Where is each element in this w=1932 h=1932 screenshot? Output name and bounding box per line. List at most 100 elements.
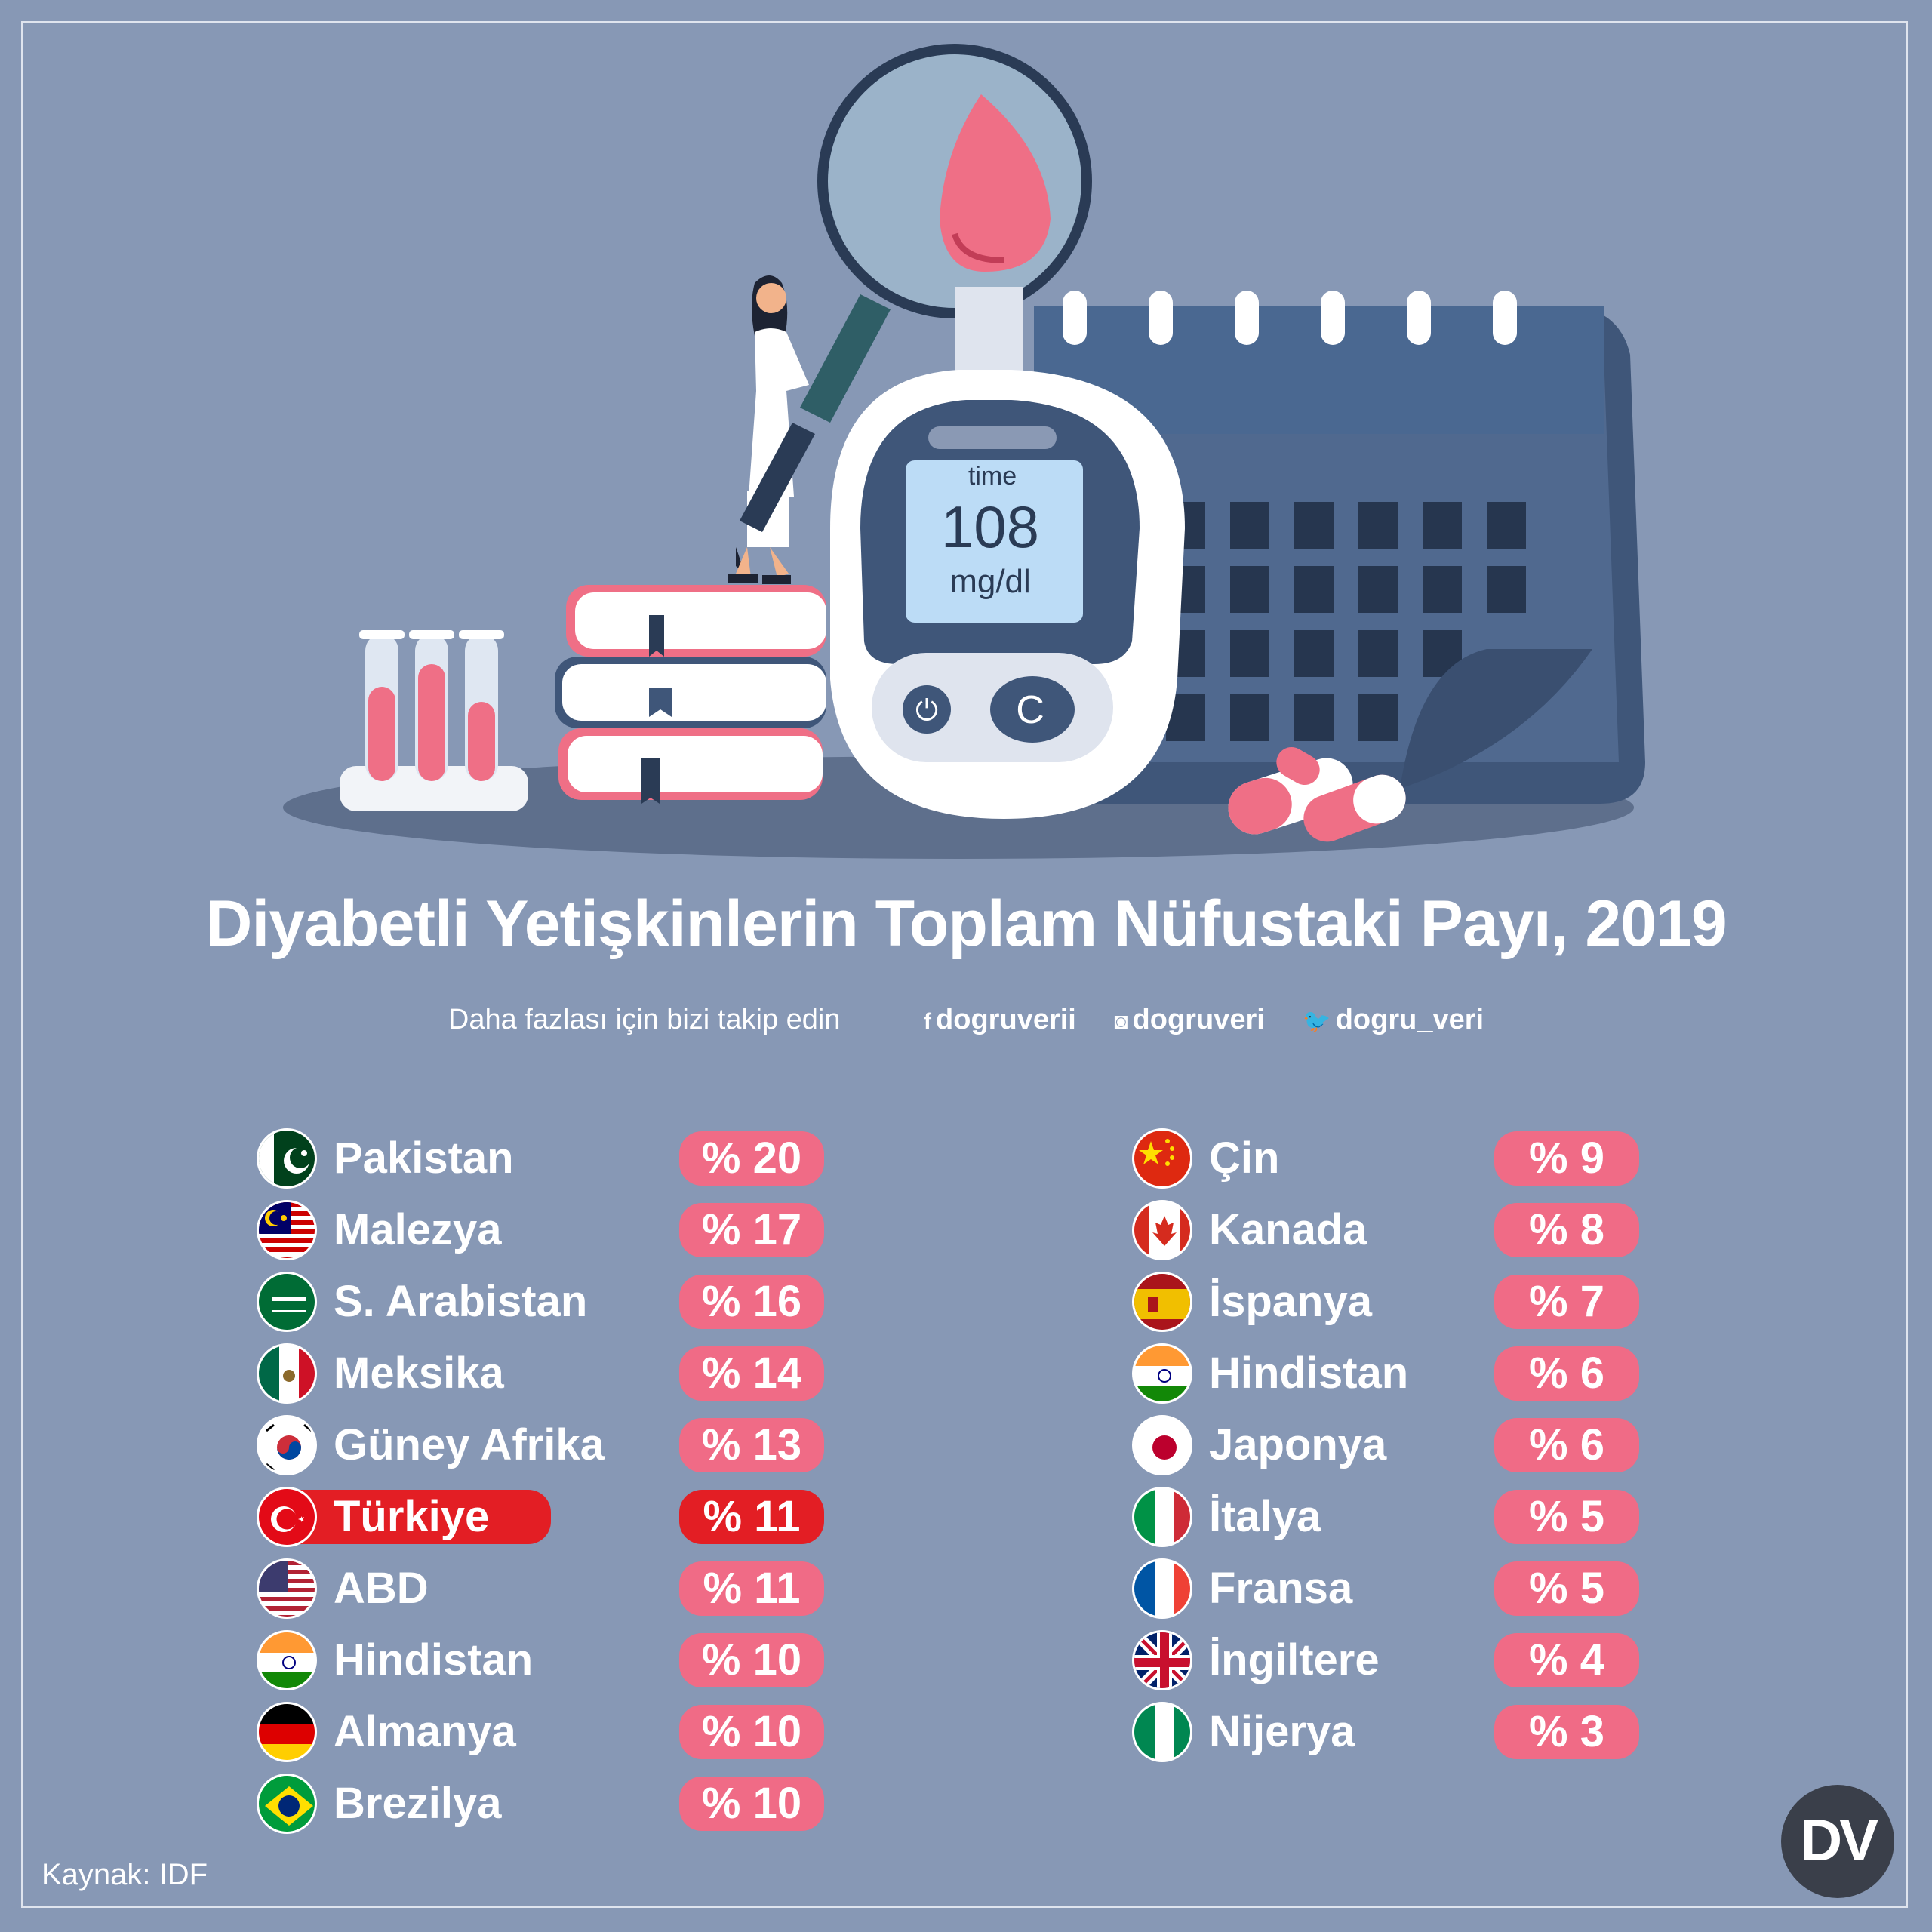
country-row: İspanya % 7: [1132, 1270, 1645, 1334]
percentage-badge: % 17: [679, 1203, 824, 1257]
percentage-badge: % 4: [1494, 1633, 1639, 1687]
country-name: Çin: [1209, 1134, 1280, 1183]
facebook-icon: f: [924, 1009, 932, 1034]
country-name: Kanada: [1209, 1205, 1367, 1254]
percentage-badge: % 10: [679, 1705, 824, 1759]
twitter-handle: dogru_veri: [1335, 1004, 1484, 1035]
books-icon: [555, 585, 826, 804]
germany-flag-icon: [257, 1702, 317, 1762]
source-note: Kaynak: IDF: [42, 1858, 208, 1891]
percentage-badge: % 6: [1494, 1346, 1639, 1401]
percentage-badge: % 5: [1494, 1561, 1639, 1616]
india-flag-icon: [257, 1630, 317, 1690]
country-row: Pakistan % 20: [257, 1127, 830, 1190]
percentage-badge: % 7: [1494, 1275, 1639, 1329]
spain-flag-icon: [1132, 1272, 1192, 1332]
country-row: Kanada % 8: [1132, 1198, 1645, 1262]
usa-flag-icon: [257, 1558, 317, 1619]
country-row: Brezilya % 10: [257, 1772, 830, 1835]
saudi-flag-icon: [257, 1272, 317, 1332]
malaysia-flag-icon: [257, 1200, 317, 1260]
meter-unit: mg/dl: [949, 563, 1031, 600]
country-name: Japonya: [1209, 1420, 1387, 1469]
country-row: ABD % 11: [257, 1557, 830, 1620]
country-row: Meksika % 14: [257, 1342, 830, 1405]
logo-text: DV: [1799, 1807, 1878, 1873]
country-name: Nijerya: [1209, 1707, 1355, 1756]
instagram-handle: dogruveri: [1132, 1004, 1265, 1035]
country-row: Almanya % 10: [257, 1700, 830, 1764]
japan-flag-icon: [1132, 1415, 1192, 1475]
country-name: İtalya: [1209, 1492, 1321, 1541]
pakistan-flag-icon: [257, 1128, 317, 1189]
percentage-badge: % 3: [1494, 1705, 1639, 1759]
percentage-badge: % 13: [679, 1418, 824, 1472]
percentage-badge: % 9: [1494, 1131, 1639, 1186]
country-row: Güney Afrika % 13: [257, 1414, 830, 1477]
country-name: S. Arabistan: [334, 1277, 588, 1326]
country-name: Malezya: [334, 1205, 502, 1254]
country-name: Brezilya: [334, 1779, 502, 1828]
nigeria-flag-icon: [1132, 1702, 1192, 1762]
meter-label: time: [968, 462, 1017, 491]
turkey-flag-icon: [257, 1487, 317, 1547]
follow-text: Daha fazlası için bizi takip edin: [448, 1004, 841, 1035]
country-row: Malezya % 17: [257, 1198, 830, 1262]
glucose-meter: time 108 mg/dl ⏻ C: [830, 287, 1185, 819]
country-row: Nijerya % 3: [1132, 1700, 1645, 1764]
brand-logo: DV: [1781, 1785, 1894, 1898]
country-name: ABD: [334, 1564, 429, 1613]
instagram-link[interactable]: ◙ dogruveri: [1114, 1004, 1264, 1035]
meter-value: 108: [941, 494, 1039, 560]
mexico-flag-icon: [257, 1343, 317, 1404]
country-row: Türkiye % 11: [257, 1485, 830, 1549]
test-tubes-icon: [340, 630, 528, 811]
percentage-badge: % 14: [679, 1346, 824, 1401]
percentage-badge: % 6: [1494, 1418, 1639, 1472]
clear-button-label: C: [1016, 688, 1044, 732]
percentage-badge: % 11: [679, 1490, 824, 1544]
country-row: İngiltere % 4: [1132, 1629, 1645, 1692]
brazil-flag-icon: [257, 1774, 317, 1834]
india-flag-icon: [1132, 1343, 1192, 1404]
pills-icon: [1228, 747, 1406, 842]
percentage-badge: % 8: [1494, 1203, 1639, 1257]
percentage-badge: % 16: [679, 1275, 824, 1329]
uk-flag-icon: [1132, 1630, 1192, 1690]
country-name: Almanya: [334, 1707, 516, 1756]
country-name: İngiltere: [1209, 1635, 1380, 1684]
facebook-link[interactable]: f dogruverii: [924, 1004, 1076, 1035]
country-name: İspanya: [1209, 1277, 1372, 1326]
page-title: Diyabetli Yetişkinlerin Toplam Nüfustaki…: [205, 888, 1727, 960]
twitter-icon: 🐦: [1303, 1009, 1331, 1034]
country-row: İtalya % 5: [1132, 1485, 1645, 1549]
country-row: Hindistan % 6: [1132, 1342, 1645, 1405]
diabetes-illustration: time 108 mg/dl ⏻ C: [283, 44, 1645, 859]
france-flag-icon: [1132, 1558, 1192, 1619]
country-row: Fransa % 5: [1132, 1557, 1645, 1620]
country-name: Türkiye: [334, 1492, 490, 1541]
highlight-band: [294, 1490, 551, 1544]
instagram-icon: ◙: [1114, 1009, 1128, 1034]
italy-flag-icon: [1132, 1487, 1192, 1547]
follow-bar: Daha fazlası için bizi takip edin f dogru…: [0, 1004, 1932, 1036]
korea-flag-icon: [257, 1415, 317, 1475]
canada-flag-icon: [1132, 1200, 1192, 1260]
power-icon: ⏻: [915, 694, 938, 727]
blood-drop-icon: [940, 94, 1051, 272]
country-row: Japonya % 6: [1132, 1414, 1645, 1477]
percentage-badge: % 10: [679, 1777, 824, 1831]
country-name: Güney Afrika: [334, 1420, 605, 1469]
facebook-handle: dogruverii: [936, 1004, 1076, 1035]
country-name: Meksika: [334, 1349, 504, 1398]
percentage-badge: % 11: [679, 1561, 824, 1616]
china-flag-icon: [1132, 1128, 1192, 1189]
country-name: Fransa: [1209, 1564, 1353, 1613]
calendar-icon: [1034, 291, 1645, 804]
percentage-badge: % 10: [679, 1633, 824, 1687]
percentage-badge: % 20: [679, 1131, 824, 1186]
country-row: Çin % 9: [1132, 1127, 1645, 1190]
country-row: S. Arabistan % 16: [257, 1270, 830, 1334]
country-name: Hindistan: [1209, 1349, 1409, 1398]
twitter-link[interactable]: 🐦 dogru_veri: [1303, 1004, 1484, 1035]
